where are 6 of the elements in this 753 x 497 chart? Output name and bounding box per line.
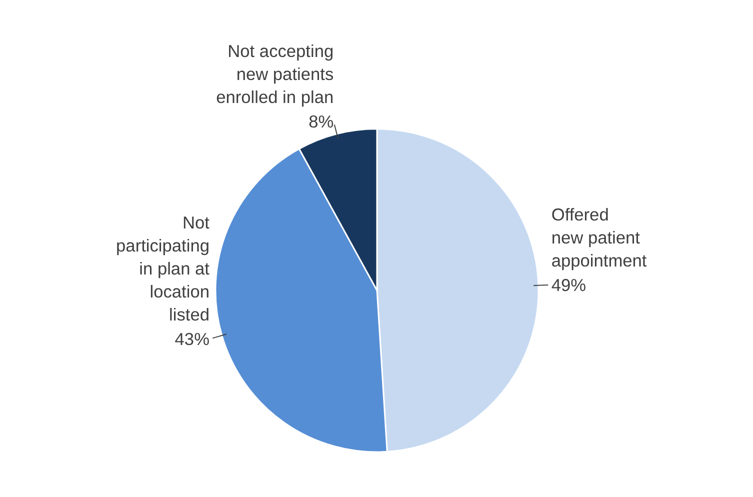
data-label: 8% <box>308 111 334 132</box>
data-label: 49% <box>551 274 586 295</box>
slice-label: Not accepting new patients enrolled in plan <box>216 40 334 107</box>
slice-label: Not participating in plan at location listed <box>116 212 210 325</box>
data-label: 43% <box>174 329 210 350</box>
slice-label: Offered new patient appointment <box>551 204 647 270</box>
